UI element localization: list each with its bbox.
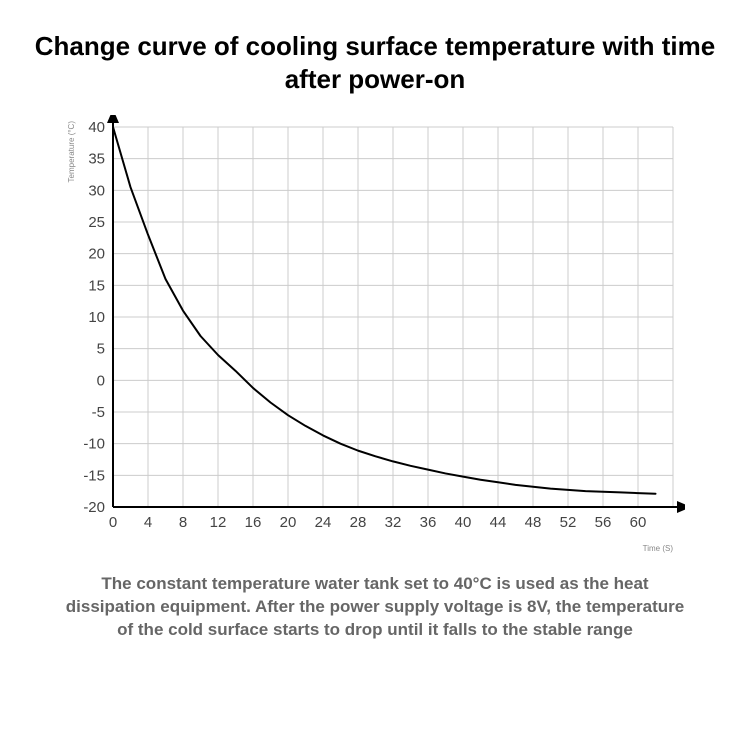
- svg-text:-10: -10: [83, 436, 105, 453]
- svg-text:16: 16: [245, 514, 262, 531]
- svg-text:52: 52: [560, 514, 577, 531]
- svg-text:8: 8: [179, 514, 187, 531]
- svg-text:4: 4: [144, 514, 152, 531]
- svg-text:12: 12: [210, 514, 227, 531]
- svg-text:24: 24: [315, 514, 332, 531]
- svg-text:32: 32: [385, 514, 402, 531]
- svg-text:25: 25: [88, 214, 105, 231]
- svg-text:-5: -5: [92, 404, 105, 421]
- chart-description: The constant temperature water tank set …: [60, 573, 690, 642]
- svg-text:30: 30: [88, 182, 105, 199]
- svg-text:15: 15: [88, 277, 105, 294]
- svg-text:60: 60: [630, 514, 647, 531]
- svg-text:48: 48: [525, 514, 542, 531]
- svg-text:40: 40: [88, 119, 105, 136]
- svg-text:0: 0: [109, 514, 117, 531]
- svg-text:36: 36: [420, 514, 437, 531]
- cooling-curve-chart: 04812162024283236404448525660-20-15-10-5…: [65, 115, 685, 555]
- svg-text:-20: -20: [83, 499, 105, 516]
- chart-title: Change curve of cooling surface temperat…: [20, 30, 730, 95]
- svg-text:35: 35: [88, 151, 105, 168]
- svg-text:20: 20: [280, 514, 297, 531]
- svg-text:-15: -15: [83, 467, 105, 484]
- svg-text:40: 40: [455, 514, 472, 531]
- svg-text:5: 5: [97, 341, 105, 358]
- svg-text:10: 10: [88, 309, 105, 326]
- svg-text:20: 20: [88, 246, 105, 263]
- chart-container: Temperature (°C) 04812162024283236404448…: [65, 115, 685, 555]
- svg-text:0: 0: [97, 372, 105, 389]
- svg-text:44: 44: [490, 514, 507, 531]
- svg-text:28: 28: [350, 514, 367, 531]
- svg-text:56: 56: [595, 514, 612, 531]
- x-axis-label: Time (S): [643, 544, 673, 553]
- y-axis-label: Temperature (°C): [67, 121, 76, 182]
